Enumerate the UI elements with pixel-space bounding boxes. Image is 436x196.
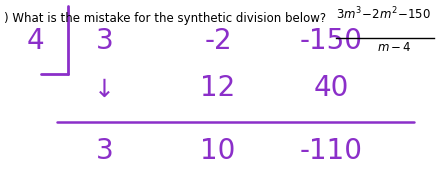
Text: 3: 3 bbox=[96, 27, 113, 55]
Text: 3: 3 bbox=[96, 137, 113, 165]
Text: 10: 10 bbox=[200, 137, 236, 165]
Text: 12: 12 bbox=[201, 74, 235, 102]
Text: 40: 40 bbox=[313, 74, 349, 102]
Text: -150: -150 bbox=[300, 27, 363, 55]
Text: -2: -2 bbox=[204, 27, 232, 55]
Text: $3m^3\!-\!2m^2\!-\!150$: $3m^3\!-\!2m^2\!-\!150$ bbox=[336, 6, 431, 23]
Text: $m-4$: $m-4$ bbox=[377, 41, 412, 54]
Text: ) What is the mistake for the synthetic division below?: ) What is the mistake for the synthetic … bbox=[4, 12, 327, 25]
Text: 4: 4 bbox=[26, 27, 44, 55]
Text: ↓: ↓ bbox=[94, 78, 115, 102]
Text: -110: -110 bbox=[300, 137, 363, 165]
